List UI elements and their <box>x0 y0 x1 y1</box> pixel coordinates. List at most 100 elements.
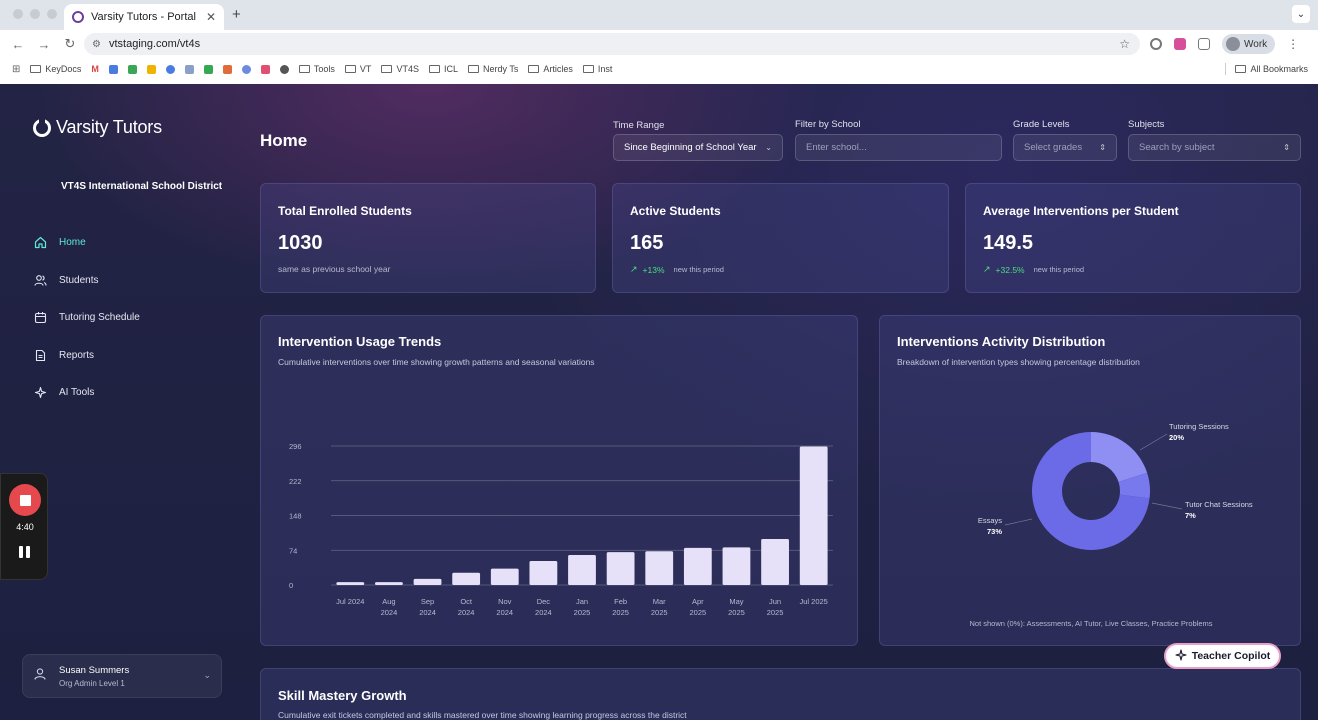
user-menu[interactable]: Susan Summers Org Admin Level 1 ⌄ <box>22 654 222 698</box>
address-bar[interactable]: ⚙ vtstaging.com/vt4s ☆ <box>84 33 1140 55</box>
reload-button[interactable]: ↻ <box>64 36 76 51</box>
bookmark-icon[interactable] <box>203 64 213 74</box>
browser-tab[interactable]: Varsity Tutors - Portal ✕ <box>64 4 224 30</box>
time-range-select[interactable]: Since Beginning of School Year ⌄ <box>613 134 783 161</box>
folder-icon <box>381 65 393 73</box>
bar <box>529 561 558 585</box>
bookmark-vt4s[interactable]: VT4S <box>381 64 419 74</box>
bookmark-icon[interactable] <box>241 64 251 74</box>
slice-label: Tutor Chat Sessions <box>1185 500 1253 509</box>
x-tick-label: Mar <box>653 597 666 606</box>
chart-footnote: Not shown (0%): Assessments, AI Tutor, L… <box>969 619 1213 628</box>
site-info-icon[interactable]: ⚙ <box>92 38 101 50</box>
x-tick-label: 2024 <box>381 608 398 617</box>
x-tick-label: Jun <box>769 597 781 606</box>
time-range-value: Since Beginning of School Year <box>624 142 757 153</box>
sidebar-item-label: Reports <box>59 349 95 361</box>
slice-percent: 7% <box>1185 511 1196 520</box>
apps-icon[interactable]: ⊞ <box>12 63 21 75</box>
bookmark-icon[interactable] <box>184 64 194 74</box>
browser-menu-icon[interactable]: ⋮ <box>1287 37 1300 51</box>
bookmark-keydocs[interactable]: KeyDocs <box>30 64 81 74</box>
stat-card-active: Active Students 165 ↗ +13% new this peri… <box>612 183 949 293</box>
all-bookmarks[interactable]: All Bookmarks <box>1235 60 1308 78</box>
app: Varsity Tutors VT4S International School… <box>0 84 1318 720</box>
sidebar-item-ai-tools[interactable]: AI Tools <box>34 374 140 412</box>
y-tick-label: 296 <box>289 442 302 451</box>
bookmark-icon[interactable] <box>146 64 156 74</box>
bookmark-icon[interactable] <box>260 64 270 74</box>
sidebar-item-reports[interactable]: Reports <box>34 337 140 375</box>
minimize-window-button[interactable] <box>30 9 40 19</box>
bookmark-articles[interactable]: Articles <box>528 64 573 74</box>
x-tick-label: 2025 <box>651 608 668 617</box>
subjects-placeholder: Search by subject <box>1139 142 1215 153</box>
x-tick-label: 2024 <box>419 608 436 617</box>
bookmark-star-icon[interactable]: ☆ <box>1119 37 1130 51</box>
bookmark-nerdy[interactable]: Nerdy Ts <box>467 64 518 74</box>
bookmark-icon[interactable] <box>127 64 137 74</box>
bookmark-vt[interactable]: VT <box>344 64 371 74</box>
bookmark-tools[interactable]: Tools <box>298 64 335 74</box>
pause-icon[interactable] <box>19 546 31 558</box>
donut-slice <box>1032 432 1150 550</box>
y-tick-label: 0 <box>289 581 293 590</box>
bookmark-gmail[interactable]: M <box>91 64 99 74</box>
bookmark-icon[interactable] <box>165 64 175 74</box>
bookmark-icon[interactable] <box>222 64 232 74</box>
school-filter-label: Filter by School <box>795 119 861 130</box>
url-text: vtstaging.com/vt4s <box>108 38 201 50</box>
slice-percent: 73% <box>987 527 1002 536</box>
bar <box>568 554 596 585</box>
usage-bar-chart: 0 74 148 222 296 Jul 2024 Aug 2024 Sep 2024 Oct 202… <box>289 442 833 617</box>
tab-bar: Varsity Tutors - Portal ✕ + ⌄ <box>0 0 1318 30</box>
stat-change-note: new this period <box>1033 265 1085 274</box>
school-filter-placeholder: Enter school... <box>806 142 867 153</box>
stat-note: ↗ +13% new this period <box>630 264 724 275</box>
grade-levels-select[interactable]: Select grades ⇕ <box>1013 134 1117 161</box>
brand-logo[interactable]: Varsity Tutors <box>33 117 162 138</box>
bookmark-icon[interactable] <box>279 64 289 74</box>
close-tab-icon[interactable]: ✕ <box>205 10 216 24</box>
profile-button[interactable]: Work <box>1222 34 1276 54</box>
distribution-donut-chart: Tutoring Sessions 20% Tutor Chat Sessions 7… <box>978 422 1253 550</box>
slice-label: Tutoring Sessions <box>1169 422 1229 431</box>
stop-recording-button[interactable] <box>9 484 41 516</box>
maximize-window-button[interactable] <box>47 9 57 19</box>
x-tick-label: 2025 <box>728 608 745 617</box>
calendar-icon <box>34 311 47 324</box>
new-tab-button[interactable]: + <box>232 6 241 23</box>
stat-note: same as previous school year <box>278 264 391 274</box>
sparkles-icon <box>1175 648 1187 664</box>
bookmark-icon[interactable] <box>108 64 118 74</box>
puzzle-icon[interactable] <box>1198 38 1210 50</box>
chart-title: Interventions Activity Distribution <box>897 334 1106 349</box>
sidebar-item-tutoring-schedule[interactable]: Tutoring Schedule <box>34 299 140 337</box>
subjects-select[interactable]: Search by subject ⇕ <box>1128 134 1301 161</box>
x-tick-label: Sep <box>421 597 434 606</box>
tab-search-button[interactable]: ⌄ <box>1292 5 1310 23</box>
sidebar-item-home[interactable]: Home <box>34 224 140 262</box>
folder-icon <box>428 65 440 73</box>
teacher-copilot-button[interactable]: Teacher Copilot <box>1164 643 1281 669</box>
bar <box>336 582 365 585</box>
slice-label: Essays <box>978 516 1002 525</box>
extension-icon[interactable] <box>1174 38 1186 50</box>
bookmark-inst[interactable]: Inst <box>582 64 612 74</box>
favicon-icon <box>72 11 84 23</box>
sidebar-item-students[interactable]: Students <box>34 262 140 300</box>
extension-icon[interactable] <box>1150 38 1162 50</box>
sparkles-icon <box>34 386 47 399</box>
close-window-button[interactable] <box>13 9 23 19</box>
school-filter-input[interactable]: Enter school... <box>795 134 1002 161</box>
slice-percent: 20% <box>1169 433 1184 442</box>
back-button[interactable]: ← <box>11 36 25 52</box>
bookmark-icl[interactable]: ICL <box>428 64 458 74</box>
stat-label: Active Students <box>630 204 721 218</box>
sort-icon: ⇕ <box>1099 143 1106 152</box>
profile-label: Work <box>1244 38 1268 50</box>
home-icon <box>34 236 47 249</box>
chart-subtitle: Cumulative interventions over time showi… <box>278 357 595 367</box>
x-tick-label: Nov <box>498 597 512 606</box>
forward-button[interactable]: → <box>37 36 51 52</box>
